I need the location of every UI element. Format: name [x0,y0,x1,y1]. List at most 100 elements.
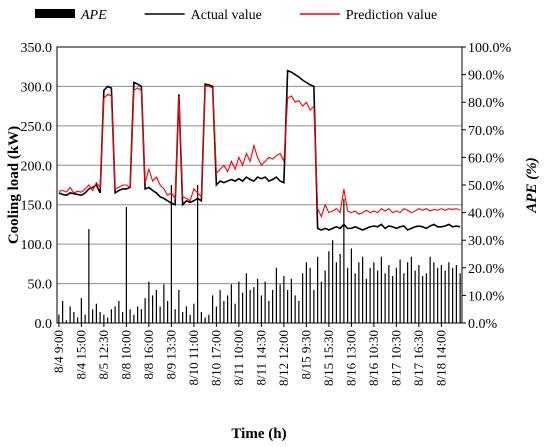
series-line [58,69,461,231]
ape-bar [219,289,221,323]
ape-bar [129,309,131,323]
y-tick-label: 250.0 [21,120,53,135]
ape-bar [62,300,64,323]
ape-bar [227,295,229,323]
y2-tick-label: 30.0% [468,234,505,249]
ape-bar [332,240,334,323]
plot-frame [56,46,463,324]
x-tick-label: 8/16 13:00 [343,330,358,386]
ape-bar [148,281,150,323]
x-tick-label: 8/17 10:30 [388,330,403,386]
ape-bar [388,265,390,323]
ape-bar [137,306,139,323]
y-tick-label: 300.0 [21,80,53,95]
ape-bar [459,273,461,323]
y-tick-label: 100.0 [21,238,53,253]
ape-bar [167,300,169,323]
ape-bar [84,314,86,323]
ape-bar [144,298,146,323]
ape-bar [302,273,304,323]
ape-bar [358,262,360,323]
ape-bar [208,314,210,323]
ape-bar [95,303,97,323]
ape-bar [140,309,142,323]
ape-bar [163,284,165,323]
ape-bar [122,311,124,323]
ape-bar [118,300,120,323]
x-tick-label: 8/4 9:00 [51,330,66,373]
ape-bar [384,273,386,323]
ape-bar [283,276,285,323]
ape-bar [392,276,394,323]
y2-tick-label: 20.0% [468,262,505,277]
ape-bar [88,229,90,323]
ape-bar [324,270,326,323]
ape-bar [395,267,397,323]
x-tick-label: 8/10 11:00 [186,330,201,386]
ape-bar [268,300,270,323]
ape-bar [230,284,232,323]
ape-bar [429,256,431,323]
ape-bar [155,289,157,323]
ape-bar [257,278,259,323]
x-tick-label: 8/10 17:00 [208,330,223,386]
ape-bar [103,314,105,323]
ape-bar [204,317,206,323]
ape-bar [245,273,247,323]
ape-bar [313,289,315,323]
ape-bar [354,273,356,323]
ape-bar [114,306,116,323]
ape-bar [418,265,420,323]
x-tick-label: 8/8 10:00 [118,330,133,379]
ape-bar [317,256,319,323]
y2-axis-title: APE (%) [524,157,540,213]
ape-bar [298,300,300,323]
ape-bar [69,306,71,323]
ape-bar [159,306,161,323]
legend-label: Actual value [191,8,262,23]
ape-bar [350,248,352,323]
ape-bar [58,314,60,323]
ape-bar [182,311,184,323]
y2-tick-label: 0.0% [468,317,498,332]
y-tick-label: 150.0 [21,199,53,214]
ape-bar [92,309,94,323]
x-tick-label: 8/15 15:30 [321,330,336,386]
y2-tick-label: 50.0% [468,179,505,194]
x-tick-label: 8/8 16:00 [141,330,156,379]
ape-bar [152,295,154,323]
ape-bar [294,295,296,323]
ape-bar [197,185,199,323]
ape-bar [362,256,364,323]
y2-tick-label: 10.0% [468,289,505,304]
x-tick-label: 8/5 12:30 [96,330,111,379]
ape-bar [73,311,75,323]
ape-bar [99,311,101,323]
x-tick-label: 8/11 10:00 [231,330,246,386]
ape-bar [455,265,457,323]
y2-tick-label: 100.0% [468,41,512,56]
y2-tick-label: 60.0% [468,151,505,166]
ape-bar [444,270,446,323]
ape-bar [215,306,217,323]
x-tick-label: 8/9 13:30 [163,330,178,379]
ape-bar [65,320,67,323]
ape-bar [279,284,281,323]
ape-bar [77,317,79,323]
ape-bar [189,314,191,323]
x-axis-title: Time (h) [231,426,286,442]
ape-bar [373,262,375,323]
ape-bar [212,295,214,323]
ape-bar [309,267,311,323]
y-tick-label: 0.0 [35,317,53,332]
ape-bar [365,278,367,323]
ape-bar [80,298,82,323]
ape-bar [339,254,341,323]
ape-bar [110,309,112,323]
ape-bar [234,303,236,323]
ape-bar [410,256,412,323]
ape-bar [377,270,379,323]
ape-bar [448,262,450,323]
y-tick-label: 50.0 [28,278,53,293]
